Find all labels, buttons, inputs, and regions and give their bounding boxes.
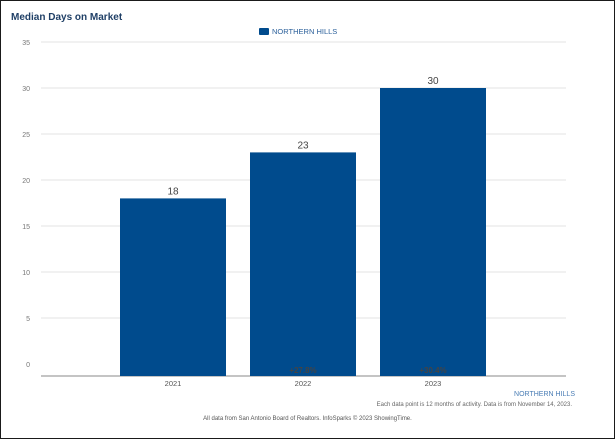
x-tick-label: 2023 <box>425 379 442 388</box>
footer-series-label: NORTHERN HILLS <box>514 391 575 398</box>
chart-title: Median Days on Market <box>11 12 123 23</box>
y-tick-label: 35 <box>22 40 30 47</box>
y-tick-label: 5 <box>26 316 30 323</box>
footer-source: All data from San Antonio Board of Realt… <box>203 416 412 422</box>
y-tick-label: 15 <box>22 224 30 231</box>
footer-note: Each data point is 12 months of activity… <box>376 402 572 408</box>
bar <box>250 152 356 376</box>
bar <box>120 198 226 376</box>
legend-swatch <box>259 28 269 35</box>
change-label: +27.8% <box>289 366 316 375</box>
y-tick-label: 10 <box>22 270 30 277</box>
x-tick-label: 2022 <box>295 379 312 388</box>
change-label: +30.4% <box>419 366 446 375</box>
legend[interactable]: NORTHERN HILLS <box>259 27 337 36</box>
y-tick-label: 0 <box>26 362 30 369</box>
data-label: 30 <box>427 76 439 87</box>
y-tick-label: 30 <box>22 86 30 93</box>
bar <box>380 88 486 376</box>
legend-label: NORTHERN HILLS <box>272 27 338 36</box>
y-tick-label: 20 <box>22 178 30 185</box>
y-tick-label: 25 <box>22 132 30 139</box>
x-tick-label: 2021 <box>165 379 182 388</box>
data-label: 18 <box>167 186 179 197</box>
data-label: 23 <box>297 140 309 151</box>
